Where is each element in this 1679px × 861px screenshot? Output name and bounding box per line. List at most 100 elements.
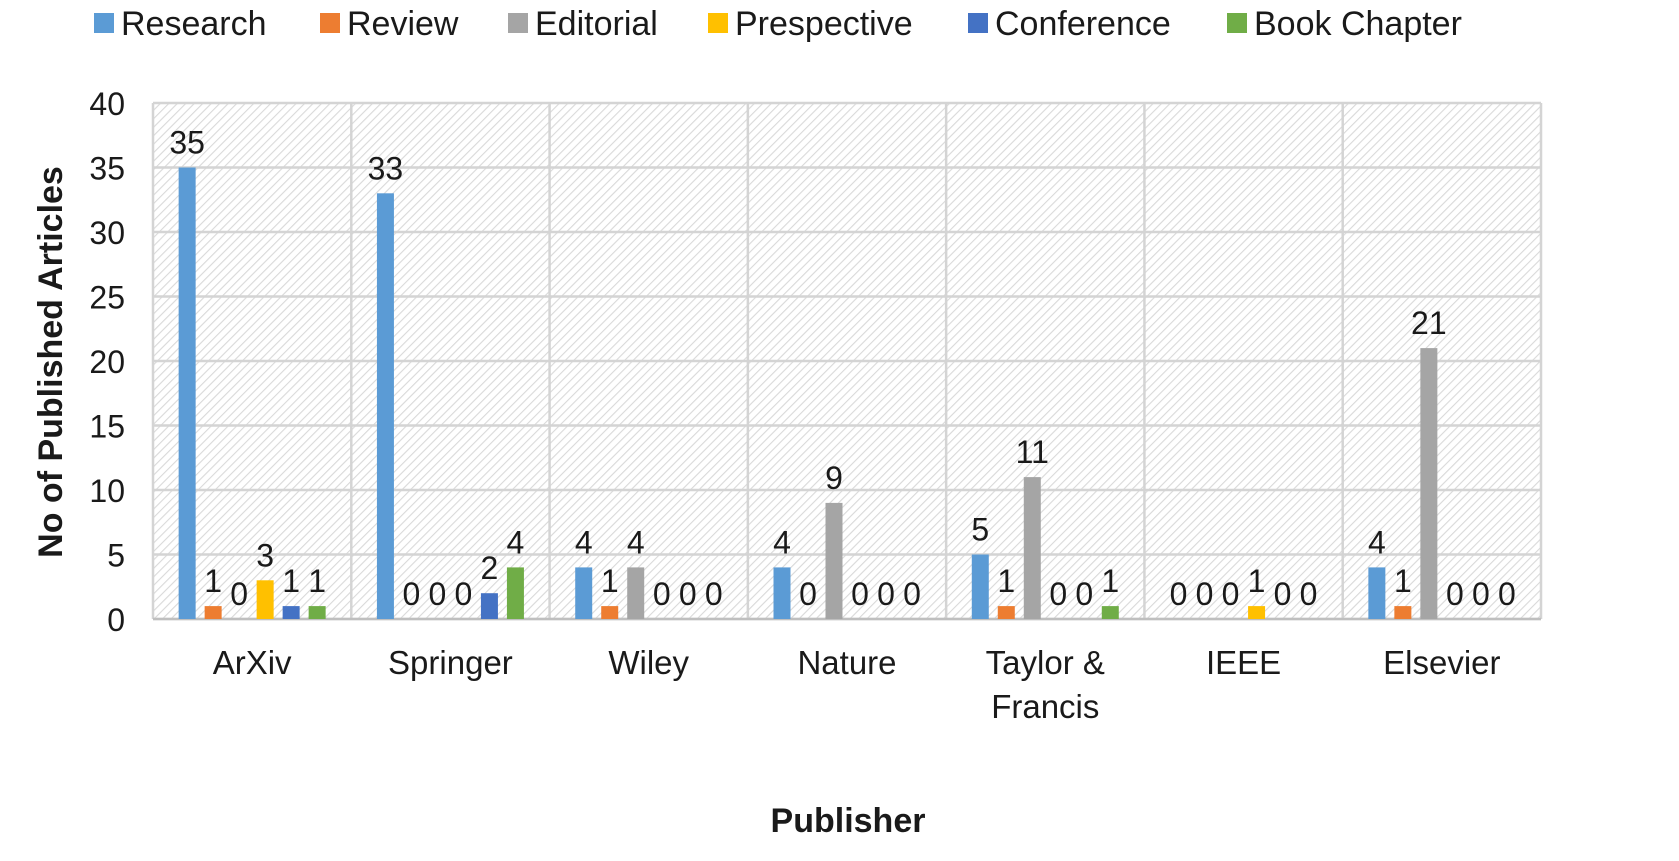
data-label: 0	[799, 576, 817, 612]
y-tick-label: 25	[89, 280, 125, 316]
x-tick-label: Francis	[991, 688, 1099, 725]
legend-label: Review	[347, 5, 459, 43]
x-tick-label: ArXiv	[213, 644, 292, 681]
data-label: 1	[308, 563, 326, 599]
y-tick-label: 15	[89, 409, 125, 445]
legend-label: Editorial	[535, 5, 658, 43]
data-label: 21	[1411, 305, 1447, 341]
bar	[178, 167, 196, 619]
data-label: 0	[705, 576, 723, 612]
data-label: 1	[1248, 563, 1266, 599]
x-tick-label: Springer	[388, 644, 513, 681]
legend-swatch	[708, 13, 728, 33]
data-label: 0	[653, 576, 671, 612]
bar	[773, 567, 791, 619]
bar	[1248, 606, 1266, 619]
data-label: 0	[903, 576, 921, 612]
data-label: 4	[627, 524, 645, 560]
x-tick-label: IEEE	[1206, 644, 1281, 681]
data-label: 0	[1196, 576, 1214, 612]
x-axis-ticks: ArXiv Springer Wiley Nature Taylor & Francis I…	[213, 644, 1501, 725]
data-label: 1	[204, 563, 222, 599]
legend-swatch	[94, 13, 114, 33]
data-label: 4	[575, 524, 593, 560]
data-label: 0	[455, 576, 473, 612]
legend-label: Conference	[995, 5, 1171, 43]
bar	[1394, 606, 1412, 619]
data-label: 0	[1222, 576, 1240, 612]
data-label: 0	[1075, 576, 1093, 612]
x-axis-title: Publisher	[771, 802, 926, 840]
data-label: 5	[971, 512, 989, 548]
bar	[971, 554, 989, 619]
bar	[1368, 567, 1386, 619]
bar	[1101, 606, 1119, 619]
data-label: 2	[481, 550, 499, 586]
y-tick-label: 40	[89, 86, 125, 122]
legend-swatch	[968, 13, 988, 33]
bar	[204, 606, 222, 619]
data-label: 0	[1274, 576, 1292, 612]
bar	[601, 606, 619, 619]
bar	[575, 567, 593, 619]
data-label: 0	[1472, 576, 1490, 612]
data-label: 35	[169, 125, 205, 161]
data-label: 3	[256, 537, 274, 573]
data-label: 0	[403, 576, 421, 612]
data-label: 1	[997, 563, 1015, 599]
data-label: 0	[230, 576, 248, 612]
x-tick-label: Taylor &	[986, 644, 1105, 681]
data-label: 33	[368, 150, 404, 186]
data-label: 1	[282, 563, 300, 599]
bar	[825, 502, 843, 619]
y-tick-label: 5	[107, 538, 125, 574]
data-label: 0	[429, 576, 447, 612]
y-tick-label: 20	[89, 344, 125, 380]
data-label: 1	[1394, 563, 1412, 599]
data-label: 0	[1446, 576, 1464, 612]
data-label: 11	[1016, 434, 1049, 470]
bars	[178, 167, 1438, 620]
legend-swatch	[320, 13, 340, 33]
bar	[1420, 348, 1438, 619]
legend: Research Review Editorial Prespective Confer…	[94, 5, 1462, 43]
data-label: 0	[679, 576, 697, 612]
legend-label: Book Chapter	[1254, 5, 1462, 43]
bar	[308, 606, 326, 619]
y-tick-label: 0	[107, 602, 125, 638]
legend-label: Research	[121, 5, 267, 43]
bar	[480, 593, 498, 619]
y-tick-label: 35	[89, 151, 125, 187]
y-axis-ticks: 0 5 10 15 20 25 30 35 40	[89, 86, 125, 638]
x-tick-label: Elsevier	[1383, 644, 1500, 681]
data-label: 1	[601, 563, 619, 599]
data-label: 0	[1170, 576, 1188, 612]
data-label: 4	[507, 524, 525, 560]
data-label: 0	[1049, 576, 1067, 612]
bar	[997, 606, 1015, 619]
bar	[627, 567, 645, 619]
data-label: 0	[851, 576, 869, 612]
data-label: 0	[1498, 576, 1516, 612]
data-label: 1	[1101, 563, 1119, 599]
data-label: 4	[1368, 524, 1386, 560]
y-tick-label: 10	[89, 473, 125, 509]
legend-swatch	[508, 13, 528, 33]
bar	[376, 193, 394, 620]
bar	[1023, 477, 1041, 619]
legend-swatch	[1227, 13, 1247, 33]
data-label: 9	[825, 460, 843, 496]
y-tick-label: 30	[89, 215, 125, 251]
x-tick-label: Wiley	[608, 644, 689, 681]
bar	[506, 567, 524, 619]
y-axis-title: No of Published Articles	[32, 166, 70, 558]
x-tick-label: Nature	[797, 644, 896, 681]
data-label: 0	[877, 576, 895, 612]
bar	[256, 580, 274, 619]
data-label: 0	[1300, 576, 1318, 612]
bar	[282, 606, 300, 619]
legend-label: Prespective	[735, 5, 913, 43]
